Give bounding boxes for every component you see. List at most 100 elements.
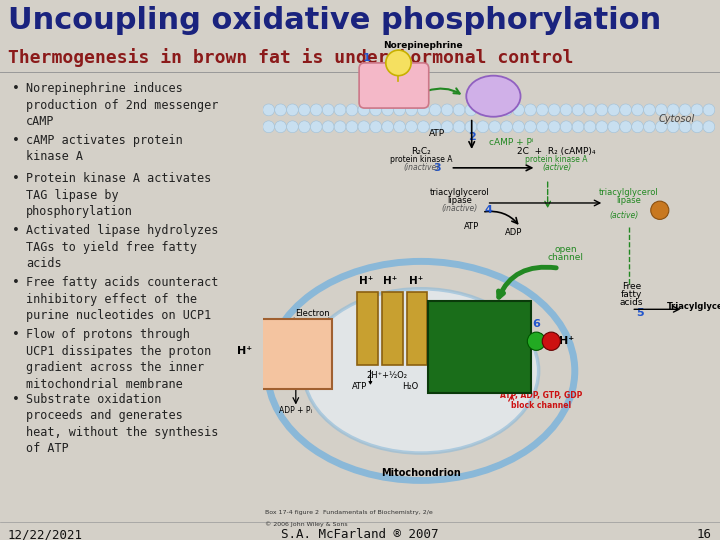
Circle shape — [703, 121, 715, 133]
Text: 2C  +  R₂ (cAMP)₄: 2C + R₂ (cAMP)₄ — [518, 147, 596, 156]
Text: H⁺: H⁺ — [410, 276, 423, 286]
Text: H⁺: H⁺ — [237, 346, 252, 355]
Circle shape — [513, 104, 524, 116]
Text: Norepinephrine: Norepinephrine — [384, 42, 463, 50]
Circle shape — [465, 104, 477, 116]
Text: Box 17-4 figure 2  Fundamentals of Biochemistry, 2/e: Box 17-4 figure 2 Fundamentals of Bioche… — [265, 510, 433, 515]
Text: 12/22/2021: 12/22/2021 — [8, 528, 83, 540]
Circle shape — [263, 104, 274, 116]
Text: Substrate oxidation
proceeds and generates
heat, without the synthesis
of ATP: Substrate oxidation proceeds and generat… — [26, 393, 218, 456]
Circle shape — [275, 121, 287, 133]
Circle shape — [667, 121, 679, 133]
Circle shape — [596, 121, 608, 133]
Text: F₁F₀⁻: F₁F₀⁻ — [282, 342, 310, 352]
Circle shape — [382, 104, 394, 116]
Circle shape — [429, 104, 441, 116]
Circle shape — [405, 121, 418, 133]
Circle shape — [501, 121, 513, 133]
Circle shape — [477, 104, 489, 116]
Circle shape — [477, 121, 489, 133]
Circle shape — [572, 121, 584, 133]
Text: lipase: lipase — [616, 196, 642, 205]
Text: 3: 3 — [433, 163, 441, 173]
Circle shape — [287, 121, 298, 133]
Text: open: open — [554, 245, 577, 254]
Circle shape — [394, 104, 405, 116]
Text: Free: Free — [621, 282, 641, 291]
Text: P: P — [657, 206, 662, 215]
FancyBboxPatch shape — [357, 293, 378, 365]
Text: •: • — [12, 172, 20, 185]
Ellipse shape — [467, 76, 521, 117]
Text: •: • — [12, 393, 20, 406]
Text: H⁺: H⁺ — [559, 336, 575, 346]
Text: Activated lipase hydrolyzes
TAGs to yield free fatty
acids: Activated lipase hydrolyzes TAGs to yiel… — [26, 224, 218, 270]
Circle shape — [465, 121, 477, 133]
Circle shape — [527, 332, 546, 350]
Circle shape — [655, 121, 667, 133]
Circle shape — [489, 104, 500, 116]
Circle shape — [651, 201, 669, 219]
Circle shape — [441, 121, 453, 133]
Text: (inactive): (inactive) — [441, 204, 477, 213]
Text: 2: 2 — [468, 132, 476, 142]
Text: ATP: ATP — [464, 221, 480, 231]
Circle shape — [394, 121, 405, 133]
Text: Cytosol: Cytosol — [658, 114, 695, 124]
Text: Mitochondrion: Mitochondrion — [381, 468, 461, 478]
Text: 16: 16 — [697, 528, 712, 540]
FancyBboxPatch shape — [407, 293, 428, 365]
Circle shape — [542, 332, 560, 350]
Text: UCP1: UCP1 — [464, 319, 496, 329]
Text: cAMP activates protein
kinase A: cAMP activates protein kinase A — [26, 134, 183, 164]
Circle shape — [501, 104, 513, 116]
FancyBboxPatch shape — [359, 63, 428, 108]
Circle shape — [287, 104, 298, 116]
Circle shape — [644, 104, 655, 116]
FancyBboxPatch shape — [258, 319, 333, 389]
Text: transport: transport — [293, 318, 332, 326]
Circle shape — [596, 104, 608, 116]
Circle shape — [489, 121, 500, 133]
Circle shape — [429, 121, 441, 133]
Text: Triacylglycerols: Triacylglycerols — [667, 302, 720, 311]
Circle shape — [299, 104, 310, 116]
Circle shape — [358, 121, 370, 133]
Text: •: • — [12, 82, 20, 95]
Text: 5: 5 — [636, 308, 644, 318]
Circle shape — [536, 121, 548, 133]
Text: triacylglycerol: triacylglycerol — [430, 188, 490, 197]
Circle shape — [453, 104, 465, 116]
Text: ADP + Pᵢ: ADP + Pᵢ — [279, 406, 312, 415]
Circle shape — [560, 121, 572, 133]
Text: (active): (active) — [610, 211, 639, 220]
Circle shape — [667, 104, 679, 116]
Circle shape — [513, 121, 524, 133]
Circle shape — [299, 121, 310, 133]
Text: protein kinase A: protein kinase A — [390, 155, 452, 164]
Circle shape — [572, 104, 584, 116]
Text: ATP: ATP — [429, 129, 445, 138]
Circle shape — [405, 104, 418, 116]
Text: proton: proton — [465, 345, 495, 354]
Text: Free fatty acids counteract
inhibitory effect of the
purine nucleotides on UCP1: Free fatty acids counteract inhibitory e… — [26, 276, 218, 322]
Text: Uncoupling oxidative phosphorylation: Uncoupling oxidative phosphorylation — [8, 6, 661, 35]
Circle shape — [418, 121, 429, 133]
Text: H⁺: H⁺ — [383, 276, 397, 286]
Circle shape — [549, 121, 560, 133]
Text: protein kinase A: protein kinase A — [526, 155, 588, 164]
Text: 2H⁺+½O₂: 2H⁺+½O₂ — [366, 371, 408, 380]
Text: (inactive): (inactive) — [403, 163, 439, 172]
Circle shape — [691, 121, 703, 133]
Text: ADP: ADP — [505, 228, 523, 237]
Text: lipase: lipase — [447, 196, 472, 205]
Text: Thermogenesis in brown fat is under hormonal control: Thermogenesis in brown fat is under horm… — [8, 48, 574, 67]
Text: © 2006 John Wiley & Sons: © 2006 John Wiley & Sons — [265, 522, 348, 527]
Text: R₂C₂: R₂C₂ — [411, 147, 431, 156]
Circle shape — [370, 121, 382, 133]
Text: 6: 6 — [532, 319, 540, 329]
Text: Adenylate: Adenylate — [472, 88, 516, 97]
Circle shape — [691, 104, 703, 116]
Text: triacylglycerol: triacylglycerol — [599, 188, 659, 197]
Circle shape — [334, 121, 346, 133]
